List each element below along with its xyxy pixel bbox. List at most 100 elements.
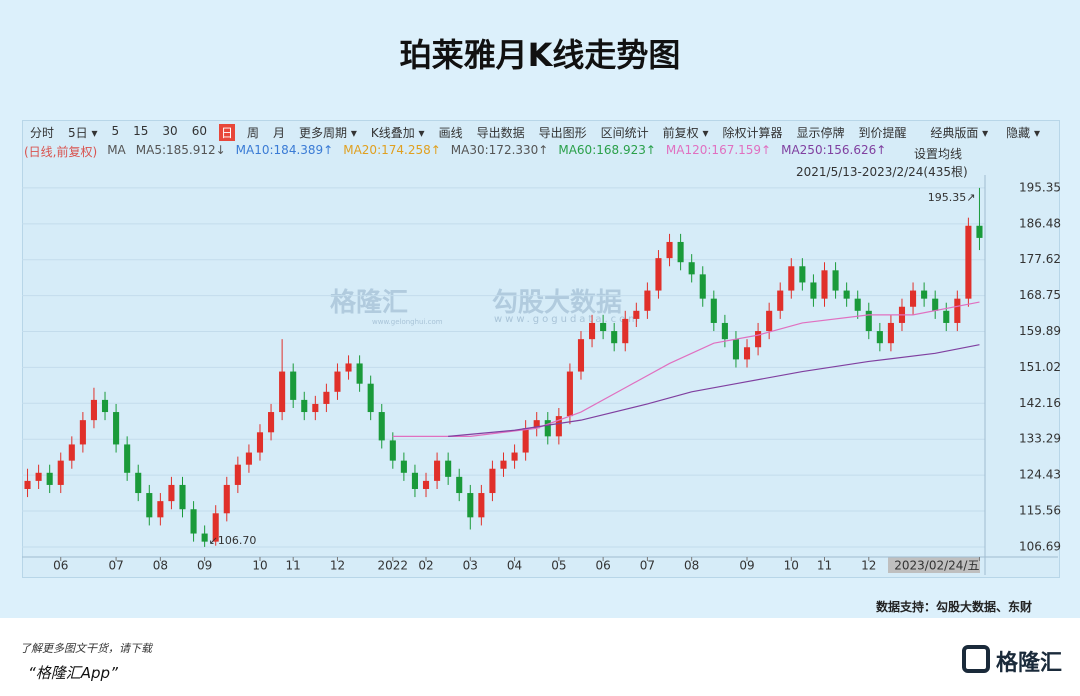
toolbar-item[interactable]: 到价提醒 xyxy=(858,126,907,140)
candle-body xyxy=(921,290,928,299)
y-tick-label: 168.75 xyxy=(1019,288,1061,302)
ma-legend: (日线,前复权) MA MA5:185.912↓ MA10:184.389↑ MA20:… xyxy=(24,143,886,160)
candle-body xyxy=(146,493,153,518)
candle-body xyxy=(445,460,452,477)
toolbar-item[interactable]: 画线 xyxy=(438,126,463,140)
candle-body xyxy=(35,472,42,481)
toolbar-item[interactable]: 60 xyxy=(191,124,207,138)
candle-body xyxy=(743,347,751,360)
candle-body xyxy=(245,452,252,465)
annotation: 195.35↗ xyxy=(928,191,976,204)
candle-body xyxy=(522,428,529,453)
candle-body xyxy=(113,412,120,445)
toolbar-item[interactable]: 更多周期 ▾ xyxy=(299,126,357,140)
toolbar-item[interactable]: 前复权 ▾ xyxy=(662,126,709,140)
toolbar-item[interactable]: 30 xyxy=(162,124,178,138)
legend-item: (日线,前复权) xyxy=(24,145,98,159)
candle-body xyxy=(334,371,341,392)
toolbar-item[interactable]: 月 xyxy=(273,126,286,140)
candle-body xyxy=(389,440,396,461)
x-tick-label: 05 xyxy=(551,559,566,573)
source: 数据支持：勾股大数据、东财 xyxy=(875,600,1032,614)
toolbar-item[interactable]: 导出图形 xyxy=(538,126,587,140)
candle-body xyxy=(79,420,86,445)
candle-body xyxy=(356,363,363,384)
y-tick-label: 133.29 xyxy=(1019,432,1061,446)
ma-line xyxy=(392,301,980,437)
date-box xyxy=(888,557,980,573)
candle-body xyxy=(954,298,961,323)
candle-body xyxy=(821,270,828,299)
legend-item: MA120:167.159↑ xyxy=(665,143,772,157)
x-tick-label: 02 xyxy=(418,559,433,573)
toolbar-item[interactable]: 分时 xyxy=(30,126,55,140)
candle-body xyxy=(500,460,507,469)
candle-body xyxy=(622,318,629,344)
candle-body xyxy=(887,322,894,344)
candle-body xyxy=(301,399,308,413)
x-tick-label: 08 xyxy=(153,559,168,573)
panel xyxy=(22,120,1060,578)
toolbar-item[interactable]: 5日 ▾ xyxy=(68,126,98,140)
candle-body xyxy=(157,501,164,518)
candle-body xyxy=(600,322,607,332)
x-tick-label: 10 xyxy=(252,559,267,573)
x-tick-label: 09 xyxy=(197,559,212,573)
watermark-partner-url: www.gogudata.com xyxy=(494,314,642,325)
candle-body xyxy=(688,262,695,275)
toolbar-item[interactable]: 除权计算器 xyxy=(722,126,783,140)
candle-body xyxy=(511,452,518,461)
candle-body xyxy=(766,310,773,332)
candle-body xyxy=(312,403,319,413)
toolbar-item[interactable]: 周 xyxy=(247,126,260,140)
x-tick-label: 2023/02/24/五 xyxy=(894,559,979,573)
toolbar-item[interactable]: 经典版面 ▾ xyxy=(930,126,989,140)
candle-body xyxy=(721,322,728,340)
logo: 格隆汇 xyxy=(996,651,1063,676)
range: 2021/5/13-2023/2/24(435根) xyxy=(796,165,968,179)
y-tick-label: 106.69 xyxy=(1019,539,1061,553)
toolbar-item[interactable]: 区间统计 xyxy=(600,126,649,140)
candle-body xyxy=(843,290,850,299)
candle-body xyxy=(124,444,131,473)
toolbar-item[interactable]: 15 xyxy=(133,124,149,138)
candle-body xyxy=(179,484,186,510)
candle-body xyxy=(422,480,430,489)
toolbar-item[interactable]: 5 xyxy=(111,124,120,138)
candle-body xyxy=(411,472,418,489)
settings[interactable]: 设置均线 xyxy=(914,147,963,161)
y-tick-label: 115.56 xyxy=(1019,504,1061,518)
toolbar-item[interactable]: 导出数据 xyxy=(476,126,525,140)
x-tick-label: 03 xyxy=(463,559,478,573)
candle-body xyxy=(577,339,585,372)
candle-body xyxy=(456,476,463,494)
legend-item: MA5:185.912↓ xyxy=(135,143,226,157)
candle-body xyxy=(710,298,717,323)
toolbar-item[interactable]: 日 xyxy=(218,124,235,141)
candle-body xyxy=(46,472,53,485)
candle-body xyxy=(910,290,917,307)
ma-line xyxy=(448,344,980,437)
candle-body xyxy=(943,310,950,323)
y-tick-label: 195.35 xyxy=(1019,180,1061,194)
x-tick-label: 12 xyxy=(861,559,876,573)
candle-body xyxy=(544,420,551,437)
x-tick-label: 09 xyxy=(739,559,754,573)
x-tick-label: 06 xyxy=(53,559,68,573)
toolbar-item[interactable]: K线叠加 ▾ xyxy=(370,126,425,140)
toolbar-item[interactable]: 隐藏 ▾ xyxy=(1006,126,1040,140)
legend-item: MA60:168.923↑ xyxy=(558,143,656,157)
legend-item: MA250:156.626↑ xyxy=(781,143,887,157)
candle-body xyxy=(810,282,817,299)
toolbar-item[interactable]: 显示停牌 xyxy=(796,126,845,140)
candle-body xyxy=(589,322,596,340)
toolbar: 分时 5日 ▾ 5 15 30 60 日周月更多周期 ▾ K线叠加 ▾ 画线 导出数据 导出图形 区间… xyxy=(28,124,909,141)
candle-body xyxy=(345,363,352,372)
candle-body xyxy=(101,399,109,413)
y-tick-label: 159.89 xyxy=(1019,324,1061,338)
candle-body xyxy=(633,310,640,319)
candle-body xyxy=(400,460,407,473)
candle-body xyxy=(566,371,573,417)
legend-item: MA10:184.389↑ xyxy=(235,143,334,157)
candle-body xyxy=(135,472,142,494)
